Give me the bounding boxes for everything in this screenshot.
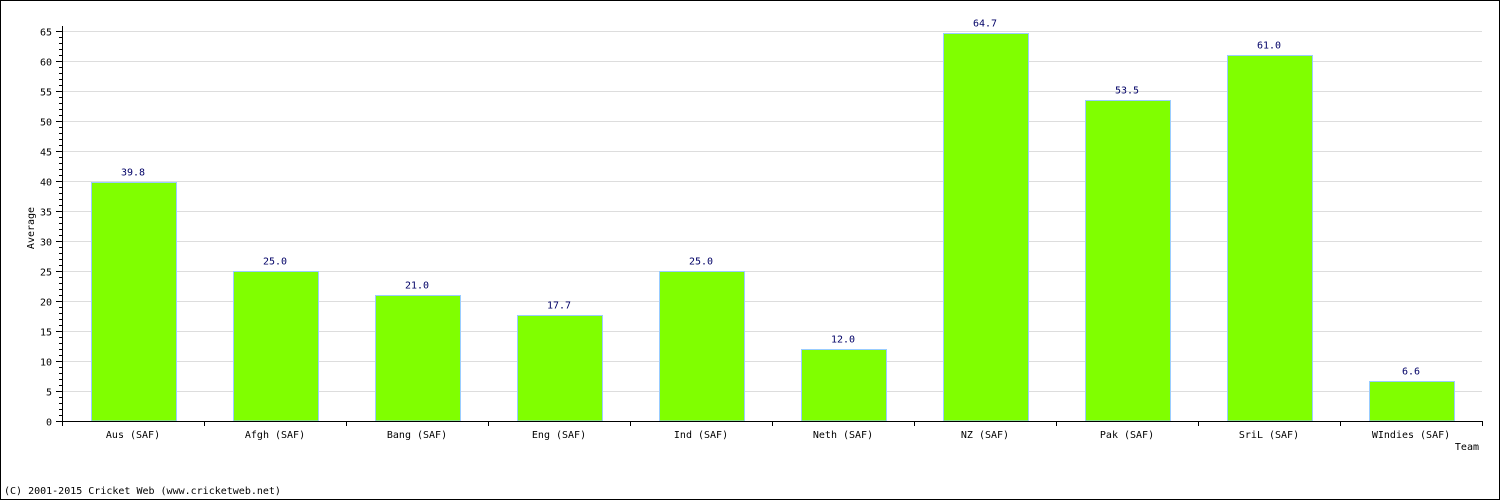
x-tick-label: Pak (SAF): [1100, 430, 1154, 441]
y-tick-label: 20: [40, 298, 52, 309]
bar-value-label: 17.7: [547, 301, 571, 312]
bar: [375, 295, 461, 422]
bar-value-label: 12.0: [831, 335, 855, 346]
x-tick-label: Eng (SAF): [532, 430, 586, 441]
copyright-footer: (C) 2001-2015 Cricket Web (www.cricketwe…: [4, 486, 281, 497]
y-tick-label: 0: [46, 418, 52, 429]
bar: [659, 271, 745, 422]
x-tick-label: SriL (SAF): [1239, 430, 1299, 441]
x-tick-label: Afgh (SAF): [245, 430, 305, 441]
bar-value-label: 64.7: [973, 19, 997, 30]
x-tick-label: NZ (SAF): [961, 430, 1009, 441]
bar-value-label: 21.0: [405, 281, 429, 292]
bar-value-label: 39.8: [121, 168, 145, 179]
x-tick-label: WIndies (SAF): [1372, 430, 1450, 441]
bar: [1085, 100, 1171, 422]
bar-value-label: 25.0: [689, 257, 713, 268]
bar-value-label: 25.0: [263, 257, 287, 268]
x-tick-label: Aus (SAF): [106, 430, 160, 441]
y-tick-label: 45: [40, 148, 52, 159]
y-tick-label: 35: [40, 208, 52, 219]
bar: [91, 182, 177, 422]
y-tick-label: 10: [40, 358, 52, 369]
x-tick-label: Ind (SAF): [674, 430, 728, 441]
x-tick-label: Neth (SAF): [813, 430, 873, 441]
axes: 0 5 10 15 20 25 30 35 40 45 50 55 60 65 Aus (SAF) Afgh …: [40, 26, 1483, 441]
x-axis-title: Team: [1455, 442, 1479, 453]
y-tick-label: 40: [40, 178, 52, 189]
x-tick-label: Bang (SAF): [387, 430, 447, 441]
bar: [801, 349, 887, 422]
bar-value-label: 61.0: [1257, 41, 1281, 52]
y-tick-label: 15: [40, 328, 52, 339]
bar: [1369, 381, 1455, 422]
y-tick-label: 65: [40, 28, 52, 39]
y-axis-title: Average: [26, 207, 37, 249]
y-tick-label: 60: [40, 58, 52, 69]
bar: [233, 271, 319, 422]
y-tick-label: 55: [40, 88, 52, 99]
bars: 39.8 25.0 21.0 17.7 25.0 12.0 64.7 53.5 61.0 6.6: [91, 19, 1455, 422]
y-tick-label: 5: [46, 388, 52, 399]
bar: [1227, 55, 1313, 422]
bar: [517, 315, 603, 422]
y-tick-label: 25: [40, 268, 52, 279]
y-tick-label: 30: [40, 238, 52, 249]
bar-value-label: 53.5: [1115, 86, 1139, 97]
bar-value-label: 6.6: [1402, 367, 1420, 378]
bar: [943, 33, 1029, 422]
y-tick-label: 50: [40, 118, 52, 129]
